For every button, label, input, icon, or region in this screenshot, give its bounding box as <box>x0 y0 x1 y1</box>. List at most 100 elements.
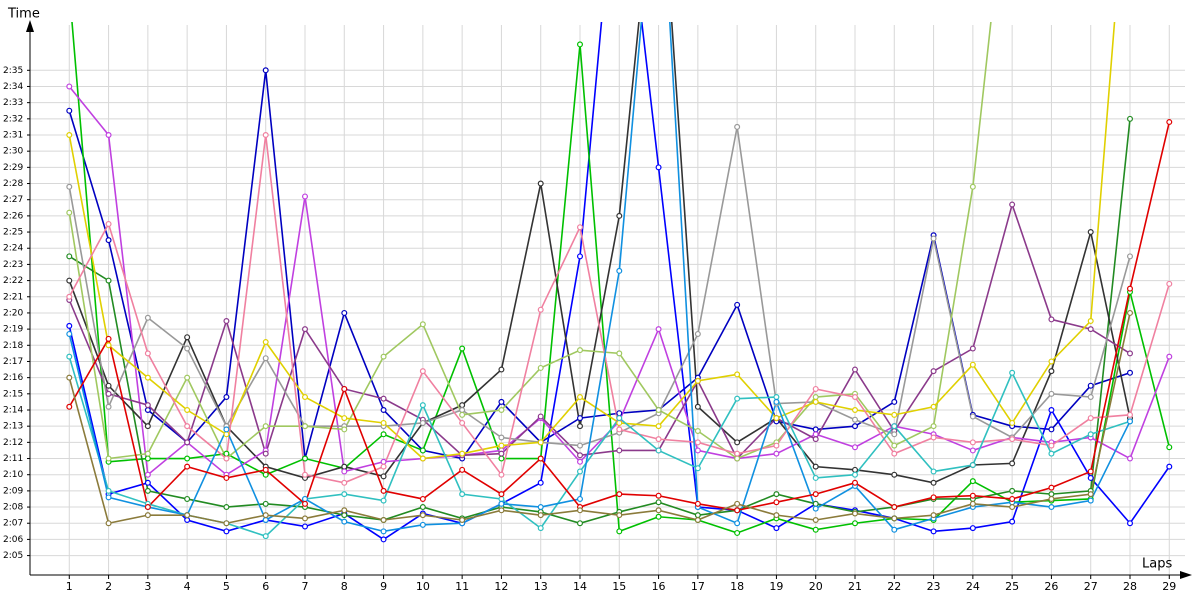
data-point <box>891 411 898 418</box>
data-point <box>262 500 269 507</box>
data-point <box>302 495 309 502</box>
data-point <box>223 474 230 481</box>
data-point <box>851 423 858 430</box>
x-tick-label: 16 <box>652 580 666 593</box>
data-point <box>734 123 741 130</box>
data-point <box>812 526 819 533</box>
data-point <box>380 487 387 494</box>
data-point <box>144 487 151 494</box>
data-point <box>380 419 387 426</box>
data-point <box>1166 444 1173 451</box>
data-point <box>969 525 976 532</box>
data-point <box>341 507 348 514</box>
data-point <box>1009 518 1016 525</box>
data-point <box>773 491 780 498</box>
data-point <box>419 455 426 462</box>
x-tick-label: 23 <box>927 580 941 593</box>
series-line <box>68 312 1131 525</box>
data-point <box>694 403 701 410</box>
data-point <box>1166 463 1173 470</box>
data-point <box>1048 442 1055 449</box>
data-point <box>655 423 662 430</box>
data-point <box>66 209 73 216</box>
data-point <box>655 164 662 171</box>
data-point <box>419 447 426 454</box>
data-point <box>223 431 230 438</box>
data-point <box>302 193 309 200</box>
data-point <box>930 403 937 410</box>
data-point <box>184 334 191 341</box>
data-point <box>1087 497 1094 504</box>
data-point <box>537 364 544 371</box>
x-tick-label: 28 <box>1123 580 1137 593</box>
y-tick-label: 2:23 <box>3 260 23 270</box>
x-tick-label: 11 <box>455 580 469 593</box>
data-point <box>380 516 387 523</box>
data-point <box>1087 431 1094 438</box>
data-point <box>66 403 73 410</box>
y-tick-label: 2:33 <box>3 98 23 108</box>
data-point <box>930 235 937 242</box>
data-point <box>537 455 544 462</box>
data-point <box>812 436 819 443</box>
data-point <box>144 402 151 409</box>
data-point <box>459 491 466 498</box>
data-point <box>105 220 112 227</box>
data-point <box>694 500 701 507</box>
x-tick-label: 3 <box>144 580 151 593</box>
data-point <box>341 426 348 433</box>
data-point <box>616 426 623 433</box>
data-point <box>1048 491 1055 498</box>
data-point <box>576 507 583 514</box>
data-point <box>1126 418 1133 425</box>
data-point <box>144 314 151 321</box>
x-tick-label: 24 <box>966 580 980 593</box>
data-point <box>773 442 780 449</box>
data-point <box>380 463 387 470</box>
data-point <box>262 450 269 457</box>
data-point <box>223 426 230 433</box>
data-point <box>1126 309 1133 316</box>
data-point <box>537 525 544 532</box>
y-tick-label: 2:08 <box>3 503 23 513</box>
x-tick-label: 21 <box>848 580 862 593</box>
data-point <box>184 463 191 470</box>
data-point <box>498 507 505 514</box>
data-point <box>734 520 741 527</box>
x-tick-label: 1 <box>66 580 73 593</box>
data-point <box>184 512 191 519</box>
data-point <box>262 512 269 519</box>
data-point <box>302 515 309 522</box>
data-point <box>419 521 426 528</box>
data-point <box>66 330 73 337</box>
data-point <box>66 132 73 139</box>
data-point <box>302 423 309 430</box>
data-point <box>1009 369 1016 376</box>
y-tick-label: 2:30 <box>3 147 23 157</box>
data-point <box>1087 229 1094 236</box>
data-point <box>1087 491 1094 498</box>
data-point <box>341 512 348 519</box>
data-point <box>262 533 269 540</box>
data-point <box>498 455 505 462</box>
y-tick-label: 2:18 <box>3 341 23 351</box>
data-point <box>498 442 505 449</box>
data-point <box>184 407 191 414</box>
data-point <box>380 458 387 465</box>
y-tick-label: 2:14 <box>3 406 23 416</box>
data-point <box>616 447 623 454</box>
data-point <box>1009 436 1016 443</box>
data-point <box>655 492 662 499</box>
data-point <box>930 468 937 475</box>
data-point <box>969 447 976 454</box>
data-point <box>655 436 662 443</box>
data-point <box>1009 504 1016 511</box>
x-tick-label: 5 <box>223 580 230 593</box>
x-tick-label: 10 <box>416 580 430 593</box>
data-point <box>891 504 898 511</box>
data-point <box>144 512 151 519</box>
data-point <box>576 458 583 465</box>
y-axis-label: Time <box>7 7 40 22</box>
data-point <box>1166 119 1173 126</box>
